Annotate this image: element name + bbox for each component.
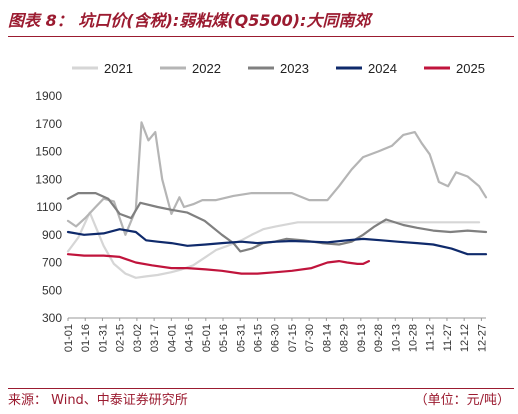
source-note: 来源： Wind、中泰证券研究所 [8, 393, 188, 408]
legend-label-2023: 2023 [280, 61, 309, 76]
x-tick-label: 02-15 [115, 324, 127, 352]
legend-label-2024: 2024 [368, 61, 397, 76]
y-tick-label: 500 [42, 283, 62, 297]
legend-label-2025: 2025 [456, 61, 485, 76]
x-tick-label: 05-01 [201, 324, 213, 352]
y-tick-label: 900 [42, 228, 62, 242]
x-tick-label: 12-27 [476, 324, 488, 352]
y-tick-label: 1700 [35, 117, 62, 131]
x-tick-label: 09-28 [373, 324, 385, 352]
x-tick-label: 01-01 [63, 324, 75, 352]
x-tick-label: 05-16 [218, 324, 230, 352]
x-tick-label: 03-17 [149, 324, 161, 352]
x-tick-label: 04-16 [184, 324, 196, 352]
x-tick-label: 05-31 [235, 324, 247, 352]
x-tick-label: 10-28 [408, 324, 420, 352]
series-line-2022 [66, 121, 488, 236]
x-tick-label: 04-01 [166, 324, 178, 352]
x-tick-label: 10-13 [390, 324, 402, 352]
x-tick-label: 06-15 [252, 324, 264, 352]
legend-label-2021: 2021 [104, 61, 133, 76]
y-tick-label: 1900 [35, 89, 62, 103]
unit-note: （单位：元/吨） [414, 393, 510, 408]
chart-area: 2021 2022 2023 2024 2025 300 500 700 900 1100 1300… [0, 40, 518, 388]
x-tick-label: 06-30 [270, 324, 282, 352]
series-line-2025 [66, 253, 370, 275]
chart-title: 图表 8： 坑口价(含税):弱粘煤(Q5500):大同南郊 [8, 11, 371, 30]
series-line-2024 [66, 228, 488, 256]
source-bar: 来源： Wind、中泰证券研究所 （单位：元/吨） [8, 390, 514, 412]
x-tick-label: 11-12 [425, 324, 437, 351]
x-tick-label: 12-12 [459, 324, 471, 352]
title-divider [8, 36, 514, 37]
y-tick-label: 700 [42, 256, 62, 270]
x-tick-label: 03-02 [132, 324, 144, 352]
line-chart: 2021 2022 2023 2024 2025 300 500 700 900 1100 1300… [35, 61, 488, 352]
x-tick-label: 07-15 [287, 324, 299, 352]
y-tick-label: 1500 [35, 145, 62, 159]
y-tick-label: 300 [42, 311, 62, 325]
legend-label-2022: 2022 [192, 61, 221, 76]
x-tick-label: 11-27 [442, 324, 454, 351]
x-tick-label: 09-13 [356, 324, 368, 352]
x-tick-label: 08-29 [339, 324, 351, 352]
source-divider [8, 388, 514, 389]
y-tick-label: 1300 [35, 172, 62, 186]
x-tick-label: 07-30 [304, 324, 316, 352]
y-tick-label: 1100 [36, 200, 62, 214]
x-tick-label: 01-16 [80, 324, 92, 352]
x-tick-label: 08-14 [321, 324, 333, 352]
x-tick-label: 01-31 [97, 324, 109, 352]
